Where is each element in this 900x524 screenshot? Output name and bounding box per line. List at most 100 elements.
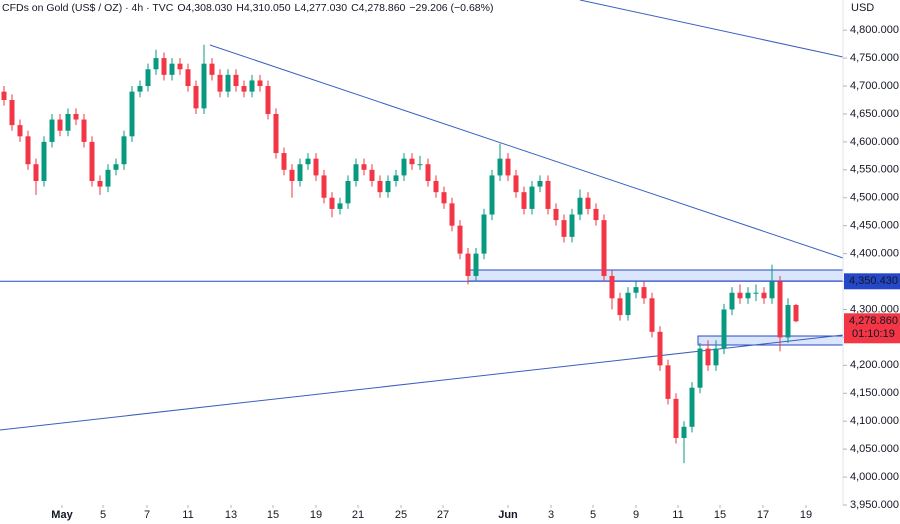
candle-body (641, 287, 647, 299)
price-axis (843, 0, 900, 524)
candle-body (305, 158, 311, 165)
candle-body (433, 180, 439, 193)
candle-body (681, 426, 687, 438)
candle-body (705, 348, 711, 366)
candle-body (473, 253, 479, 276)
candle-body (297, 164, 303, 181)
candle-body (273, 113, 279, 154)
candle-body (169, 63, 175, 75)
candle-body (489, 175, 495, 215)
x-tick-label: Jun (498, 509, 518, 521)
candle-body (481, 214, 487, 254)
candle-body (441, 192, 447, 204)
header-item: CFDs on Gold (US$ / OZ) · 4h · TVC (2, 2, 174, 14)
candle-body (177, 63, 183, 70)
candle-body (25, 136, 31, 165)
candle-body (329, 197, 335, 209)
candle-body (81, 119, 87, 142)
candle-body (105, 169, 111, 187)
candle-body (593, 208, 599, 221)
resistance-zone (467, 269, 844, 282)
level-price-label: 4,350.430 (849, 275, 898, 287)
candle-body (793, 304, 799, 322)
candle-body (353, 164, 359, 181)
candle-body (673, 398, 679, 438)
candle-body (393, 175, 399, 181)
candle-body (9, 99, 15, 126)
y-tick-label: 4,400.000 (850, 248, 899, 260)
plot (0, 44, 843, 464)
candle-body (361, 164, 367, 170)
candle-body (129, 91, 135, 137)
header-item: H4,310.050 (236, 2, 290, 14)
candle-body (209, 63, 215, 75)
candle-body (465, 253, 471, 276)
x-tick-label: 11 (182, 509, 193, 521)
candle-body (377, 180, 383, 193)
header: CFDs on Gold (US$ / OZ) · 4h · TVC O4,308… (2, 2, 493, 14)
y-tick-label: 3,950.000 (850, 499, 899, 511)
x-tick-label: 11 (672, 509, 683, 521)
x-tick-label: 7 (144, 509, 150, 521)
y-tick-label: 4,700.000 (850, 80, 899, 92)
candle-body (337, 203, 343, 209)
y-tick-label: 4,550.000 (850, 164, 899, 176)
candle-body (721, 309, 727, 349)
x-tick-label: 15 (267, 509, 279, 521)
candle-body (417, 164, 423, 166)
candle-body (657, 331, 663, 366)
candle-body (625, 292, 631, 316)
candle-body (737, 292, 743, 299)
candle-body (505, 158, 511, 176)
candle-body (665, 365, 671, 399)
candle-body (553, 208, 559, 221)
y-tick-label: 4,050.000 (850, 443, 899, 455)
candle-body (281, 153, 287, 170)
candle-body (633, 287, 639, 293)
candle-body (513, 175, 519, 193)
candle-body (97, 180, 103, 187)
axes: 3,950.000 4,000.000 4,050.000 4,100.000 4,15… (51, 24, 900, 521)
time-axis (0, 505, 843, 524)
candle-body (785, 304, 791, 338)
candle-body (145, 69, 151, 87)
y-tick-label: 4,150.000 (850, 387, 899, 399)
candle-body (65, 113, 71, 131)
candle-body (745, 292, 751, 299)
candle-body (73, 113, 79, 120)
candle-body (753, 292, 759, 294)
header-item: C4,278.860 (351, 2, 405, 14)
candle-body (401, 158, 407, 176)
candle-body (649, 298, 655, 332)
candle-body (777, 281, 783, 338)
y-tick-label: 4,100.000 (850, 415, 899, 427)
candle-body (497, 158, 503, 176)
candle-body (33, 164, 39, 181)
candle-body (249, 80, 255, 92)
candle-body (265, 86, 271, 114)
candle-body (289, 169, 295, 181)
candle-body (57, 119, 63, 131)
candle-body (345, 180, 351, 204)
candle-body (1, 91, 7, 100)
header-item: −29.206 (−0.68%) (409, 2, 493, 14)
y-tick-label: 4,600.000 (850, 136, 899, 148)
candle-body (545, 180, 551, 209)
trendline (579, 0, 844, 58)
candle-body (761, 292, 767, 299)
last-price-label: 4,278.860 (849, 315, 898, 327)
candle-body (529, 186, 535, 209)
candle-body (729, 292, 735, 310)
y-tick-label: 4,200.000 (850, 359, 899, 371)
candle-body (225, 74, 231, 92)
candle-body (697, 348, 703, 388)
candle-body (577, 197, 583, 215)
candle-body (609, 275, 615, 299)
candle-body (601, 220, 607, 276)
candle-body (769, 281, 775, 299)
candle-body (449, 203, 455, 226)
candle-body (49, 119, 55, 142)
y-tick-label: 4,000.000 (850, 471, 899, 483)
x-tick-label: 5 (590, 509, 596, 521)
